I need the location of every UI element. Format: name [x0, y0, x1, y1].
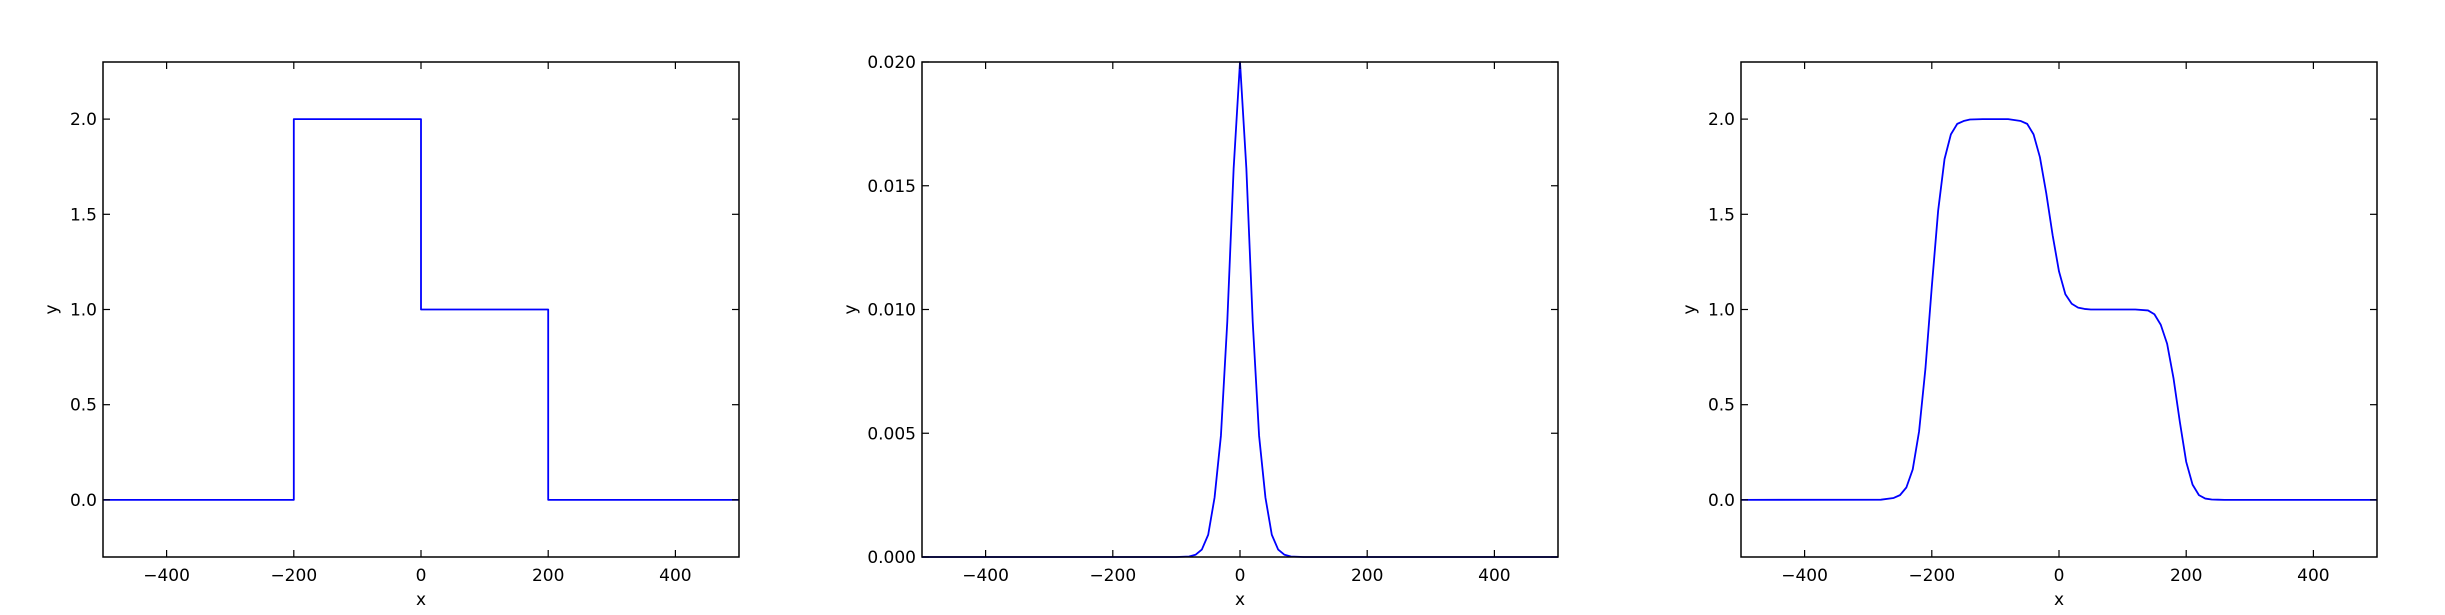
y-tick-label: 0.010 — [867, 301, 916, 321]
x-tick-label: −400 — [143, 566, 190, 586]
x-axis-label: x — [1235, 590, 1245, 610]
x-tick-label: −200 — [270, 566, 317, 586]
y-tick-label: 1.5 — [1708, 205, 1735, 225]
y-tick-label: 0.5 — [1708, 396, 1735, 416]
y-tick-label: 0.5 — [70, 396, 97, 416]
y-tick-label: 2.0 — [70, 110, 97, 130]
x-tick-label: −200 — [1089, 566, 1136, 586]
x-axis-label: x — [416, 590, 426, 610]
x-tick-label: 200 — [532, 566, 564, 586]
y-tick-label: 0.005 — [867, 424, 916, 444]
series-line-1 — [922, 61, 1558, 558]
y-axis-label: y — [42, 304, 62, 314]
y-tick-label: 0.0 — [1708, 491, 1735, 511]
x-tick-label: 0 — [416, 566, 427, 586]
chart-panel-1: −400 −200 0 200 400 0.0 0.5 1.0 1.5 2.0 x y — [42, 61, 740, 610]
x-tick-label: 0 — [1235, 566, 1246, 586]
y-tick-label: 0.0 — [70, 491, 97, 511]
x-tick-label: −400 — [962, 566, 1009, 586]
x-tick-label: 200 — [1351, 566, 1383, 586]
plot-frame — [1740, 61, 2378, 558]
x-tick-label: 400 — [1478, 566, 1510, 586]
y-axis-label: y — [1680, 304, 1700, 314]
y-tick-label: 0.020 — [867, 53, 916, 73]
series-line-1 — [1740, 118, 2377, 501]
x-tick-label: 200 — [2170, 566, 2202, 586]
x-tick-label: −400 — [1781, 566, 1828, 586]
x-axis-label: x — [2054, 590, 2064, 610]
y-tick-label: 1.0 — [70, 301, 97, 321]
chart-panel-2: −400 −200 0 200 400 0.000 0.005 0.010 0.015 0.020… — [841, 53, 1559, 610]
y-tick-label: 0.000 — [867, 548, 916, 568]
y-tick-label: 1.0 — [1708, 301, 1735, 321]
x-tick-label: 400 — [659, 566, 691, 586]
y-tick-label: 1.5 — [70, 205, 97, 225]
y-tick-label: 2.0 — [1708, 110, 1735, 130]
chart-panel-3: −400 −200 0 200 400 0.0 0.5 1.0 1.5 2.0 x y — [1680, 61, 2378, 610]
x-tick-label: 0 — [2054, 566, 2065, 586]
x-tick-label: −200 — [1908, 566, 1955, 586]
y-axis-label: y — [841, 304, 861, 314]
series-line-1 — [103, 118, 739, 501]
plot-frame — [921, 61, 1559, 558]
x-tick-label: 400 — [2297, 566, 2329, 586]
y-tick-label: 0.015 — [867, 177, 916, 197]
